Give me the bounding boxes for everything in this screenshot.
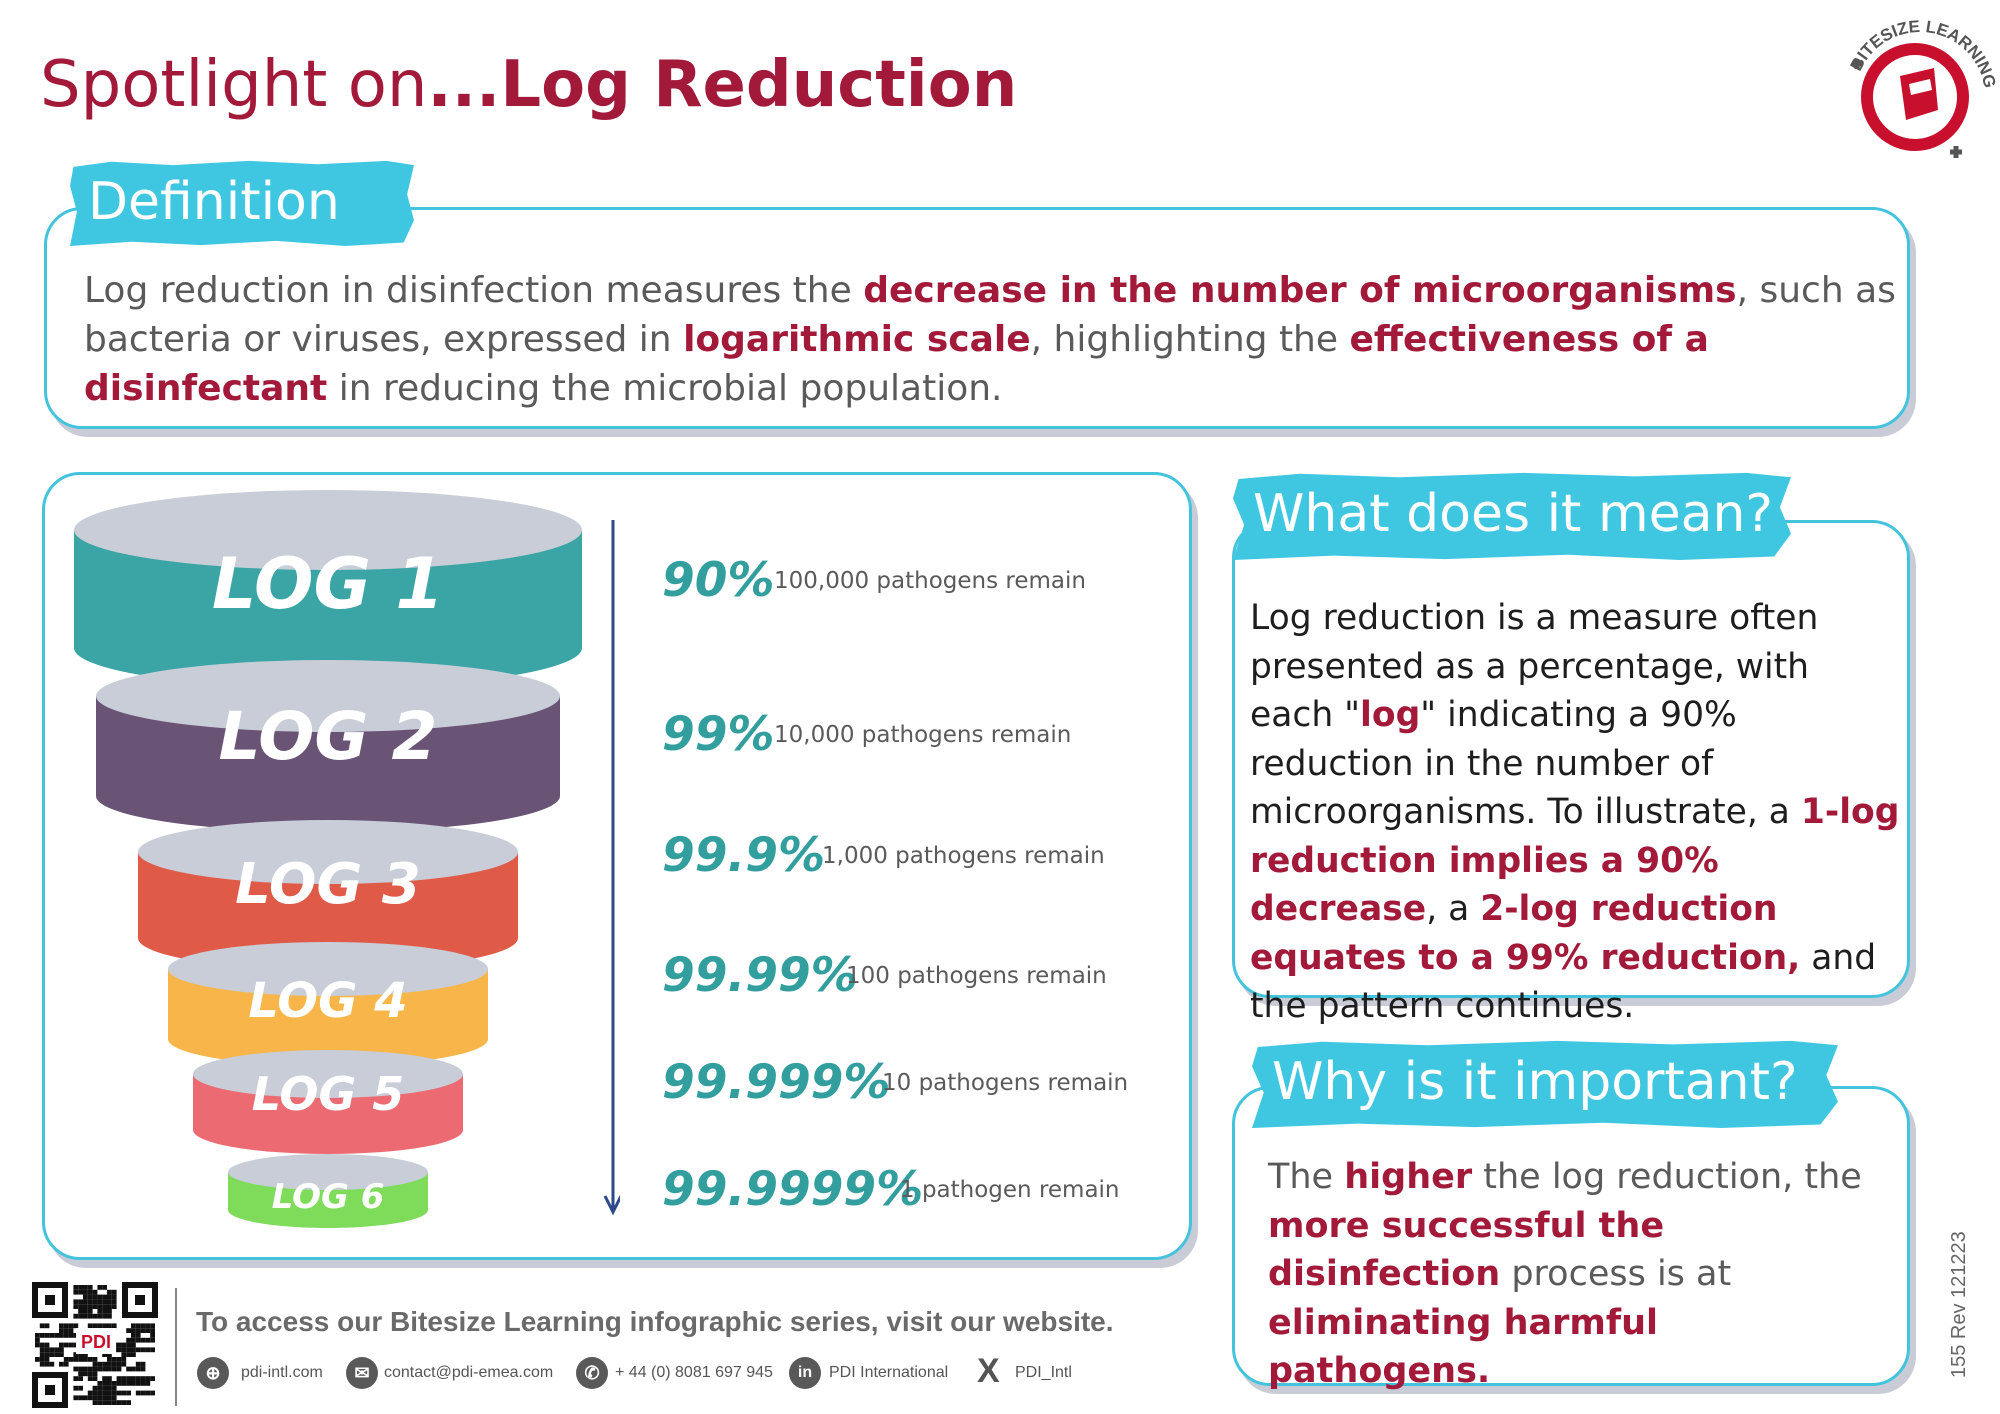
pathogens-remaining: 10 pathogens remain [882,1070,1129,1096]
funnel-layer-6: LOG 6 [228,1154,428,1228]
funnel-layer-label: LOG 5 [252,1067,405,1121]
document-reference: 155 Rev 121223 [1948,1231,1970,1378]
footer-divider [175,1288,177,1406]
page-title: Spotlight on...Log Reduction [40,48,1017,122]
funnel-layer-body [74,530,582,688]
log-funnel-diagram: LOG 1 LOG 2 LOG 3 LOG 4 LOG 5 LOG 6 [74,490,620,1228]
email-icon: ✉ [346,1357,378,1389]
meaning-heading: What does it mean? [1233,472,1791,560]
funnel-layer-top [228,1154,428,1190]
website-link[interactable]: pdi-intl.com [241,1364,323,1381]
x-icon: X [977,1352,1000,1390]
reduction-percent: 99.9999% [662,1162,924,1217]
funnel-layer-5: LOG 5 [193,1050,463,1154]
linkedin-icon: in [789,1357,821,1389]
bitesize-learning-logo: BITESIZE LEARNING [1846,17,1999,158]
qr-code[interactable]: PDI [32,1282,158,1408]
globe-icon: ⊕ [197,1357,229,1389]
footer-cta: To access our Bitesize Learning infograp… [196,1306,1114,1337]
reduction-percent: 99.9% [662,828,826,883]
definition-heading: Definition [70,160,414,246]
title-main: ...Log Reduction [427,48,1018,122]
funnel-layer-3: LOG 3 [138,820,518,970]
funnel-layer-4: LOG 4 [168,942,488,1066]
definition-text: Log reduction in disinfection measures t… [84,270,1896,409]
phone-icon: ✆ [576,1357,608,1389]
email-link[interactable]: contact@pdi-emea.com [384,1364,554,1381]
pathogens-remaining: 100 pathogens remain [846,963,1107,989]
importance-panel [1232,1086,1910,1386]
funnel-layer-top [168,942,488,996]
reduction-percent: 99.999% [662,1055,891,1110]
funnel-layer-top [74,490,582,570]
funnel-layer-body [168,969,488,1066]
down-arrow-icon [603,1195,620,1216]
reduction-percent: 99.99% [662,948,858,1003]
importance-heading: Why is it important? [1252,1040,1838,1128]
pathogens-remaining: 100,000 pathogens remain [774,568,1086,594]
importance-text: The higher the log reduction, the more s… [1268,1157,1862,1391]
funnel-layer-2: LOG 2 [96,660,560,832]
pathogens-remaining: 1,000 pathogens remain [822,843,1105,869]
funnel-layer-top [138,820,518,884]
funnel-layer-label: LOG 3 [235,852,421,917]
title-prefix: Spotlight on [40,48,428,122]
pathogens-remaining: 10,000 pathogens remain [774,722,1072,748]
meaning-text: Log reduction is a measure often present… [1250,598,1900,1026]
funnel-layer-top [193,1050,463,1098]
funnel-layer-1: LOG 1 [74,490,582,688]
x-link[interactable]: PDI_Intl [1015,1364,1072,1381]
funnel-layer-label: LOG 2 [219,698,438,775]
pathogens-remaining: 1 pathogen remain [900,1177,1120,1203]
funnel-layer-body [138,852,518,970]
funnel-layer-top [96,660,560,732]
funnel-layer-label: LOG 1 [212,543,444,625]
phone-number[interactable]: + 44 (0) 8081 697 945 [615,1364,773,1381]
funnel-layer-label: LOG 4 [248,973,407,1029]
funnel-layer-body [96,696,560,832]
reduction-percent: 99% [662,707,775,762]
svg-text:PDI: PDI [81,1332,111,1352]
meaning-panel [1232,520,1910,998]
funnel-layer-label: LOG 6 [272,1177,385,1217]
reduction-percent: 90% [662,553,775,608]
linkedin-link[interactable]: PDI International [829,1364,949,1381]
